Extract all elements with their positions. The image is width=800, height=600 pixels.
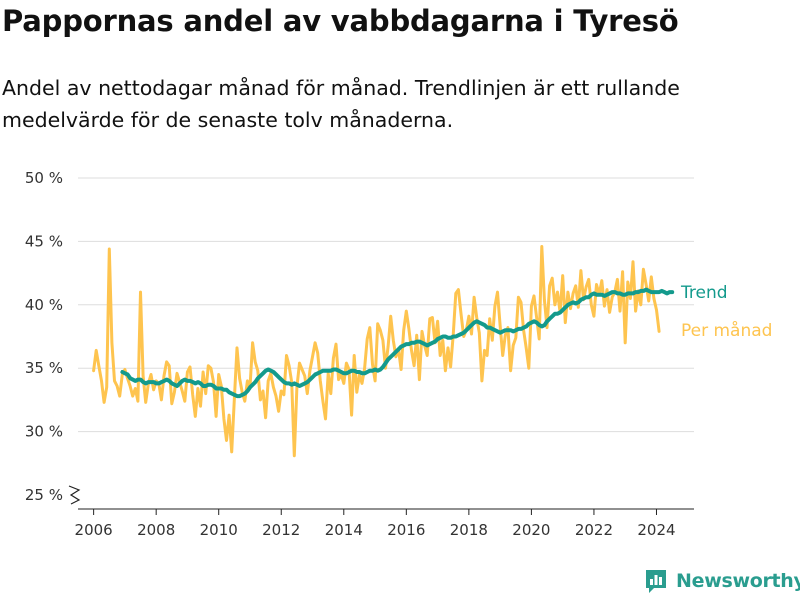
x-tick-label: 2010 bbox=[200, 521, 238, 539]
y-tick-label: 30 % bbox=[25, 423, 63, 441]
y-tick-label: 25 % bbox=[25, 486, 63, 504]
newsworthy-brand: Newsworthy bbox=[644, 568, 800, 594]
x-axis: 2006 2008 2010 2012 2014 2016 2018 2020 2022 2024 bbox=[75, 508, 694, 539]
y-tick-label: 50 % bbox=[25, 169, 63, 187]
x-tick-label: 2020 bbox=[512, 521, 550, 539]
legend-trend: Trend bbox=[680, 283, 728, 303]
series-line-trend bbox=[120, 287, 675, 399]
x-tick-label: 2008 bbox=[137, 521, 175, 539]
x-tick-label: 2006 bbox=[75, 521, 113, 539]
y-tick-label: 35 % bbox=[25, 359, 63, 377]
newsworthy-logo-icon bbox=[646, 570, 666, 593]
x-tick-label: 2012 bbox=[262, 521, 300, 539]
y-tick-label: 45 % bbox=[25, 232, 63, 250]
x-tick-label: 2024 bbox=[637, 521, 675, 539]
chart-subtitle: Andel av nettodagar månad för månad. Tre… bbox=[2, 76, 680, 132]
axis-break-icon bbox=[68, 485, 81, 505]
x-tick-label: 2016 bbox=[387, 521, 425, 539]
brand-name: Newsworthy bbox=[676, 570, 800, 592]
x-tick-label: 2014 bbox=[325, 521, 363, 539]
x-tick-label: 2022 bbox=[575, 521, 613, 539]
chart-title: Pappornas andel av vabbdagarna i Tyresö bbox=[2, 4, 679, 38]
series-line-per-manad bbox=[92, 245, 661, 458]
y-axis-ticks: 25 % 30 % 35 % 40 % 45 % 50 % bbox=[25, 169, 81, 505]
legend-per-manad: Per månad bbox=[681, 320, 772, 341]
x-tick-label: 2018 bbox=[450, 521, 488, 539]
series-lines bbox=[92, 245, 675, 458]
legend: Trend Per månad bbox=[680, 283, 772, 341]
y-tick-label: 40 % bbox=[25, 296, 63, 314]
